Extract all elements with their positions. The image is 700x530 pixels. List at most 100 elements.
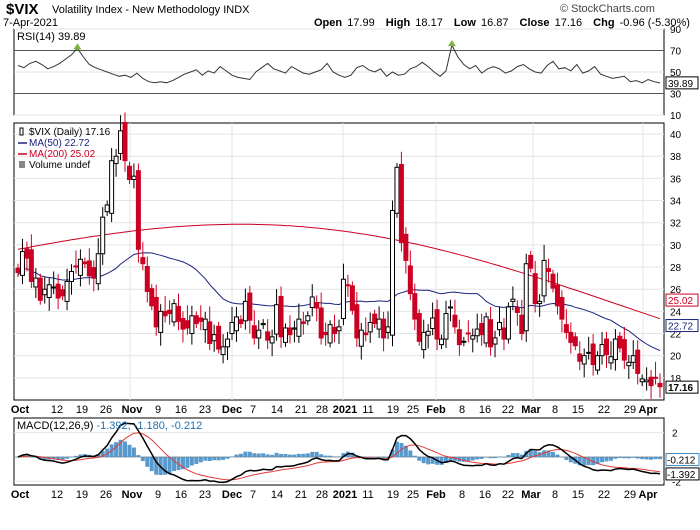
macd-axis-ticks: 20-2-0.212-1.392 [665, 429, 700, 488]
date-label: 8 [459, 489, 465, 501]
symbol-title: $VIX [6, 1, 39, 18]
candle-body [626, 361, 632, 367]
macd-hist-bar [448, 456, 453, 461]
candle-body [376, 318, 382, 330]
candle-body [198, 317, 204, 322]
candle-body [109, 160, 115, 214]
macd-hist-bar [189, 456, 194, 466]
macd-hist-bar [65, 456, 70, 459]
date-label: 26 [100, 489, 112, 501]
candle-body [28, 249, 34, 282]
macd-hist-bar [256, 453, 261, 457]
macd-hist-bar [515, 453, 520, 457]
macd-hist-bar [444, 456, 448, 463]
macd-hist-bar [622, 456, 627, 459]
date-label: 26 [100, 404, 112, 416]
date-label: 9 [155, 489, 161, 501]
macd-hist-bar [167, 456, 172, 474]
rsi-current-value: 39.89 [668, 79, 693, 90]
candle-body [563, 324, 569, 333]
legend-volume-icon [19, 161, 25, 168]
stockcharts-logo[interactable]: © StockCharts.com [560, 3, 655, 15]
date-label: 25 [407, 489, 419, 501]
candle-body [314, 301, 320, 309]
date-label: 7 [250, 404, 256, 416]
date-label: 19 [76, 404, 88, 416]
macd-current-value: -1.392 [667, 470, 696, 481]
candle-body [91, 267, 97, 279]
candle-body [24, 248, 30, 259]
candle-body [256, 329, 262, 339]
macd-hist-bar [252, 453, 257, 457]
macd-hist-bar [617, 456, 622, 458]
date-label: 16 [175, 404, 187, 416]
macd-hist-bar [185, 456, 190, 468]
legend-entry: MA(50) 22.72 [29, 138, 90, 149]
macd-hist-bar [225, 456, 230, 459]
candle-body [100, 216, 106, 255]
date-label: 11 [362, 489, 373, 501]
macd-hist-bar [310, 451, 315, 457]
macd-hist-bar [243, 451, 248, 457]
price-tick-label: 36 [670, 174, 682, 185]
date-label: 23 [199, 404, 211, 416]
candle-body [300, 321, 306, 325]
candle-body [345, 284, 351, 287]
date-label: 22 [598, 404, 610, 416]
candle-body [621, 339, 627, 361]
macd-hist-bar [390, 449, 395, 457]
candle-body [19, 251, 25, 276]
macd-hist-bar [114, 442, 119, 457]
candle-body [381, 318, 387, 339]
rsi-tick-label: 70 [670, 47, 682, 58]
date-label: 15 [572, 489, 584, 501]
open-value: 17.99 [347, 17, 375, 29]
candle-body [523, 263, 529, 332]
candle-body [653, 376, 659, 379]
price-panel: 40383634323028262422201825.0222.7217.16 … [11, 112, 699, 416]
candle-body [15, 267, 21, 274]
macd-hist-bar [488, 456, 493, 459]
candle-body [608, 356, 614, 364]
date-label: Dec [222, 404, 242, 416]
date-label: 14 [271, 489, 283, 501]
candle-body [153, 297, 159, 328]
date-label: 12 [51, 404, 63, 416]
candle-body [323, 331, 329, 336]
macd-hist-bar [323, 455, 328, 457]
candle-body [171, 303, 177, 323]
candle-body [416, 313, 422, 342]
date-label: 25 [407, 404, 419, 416]
date-label: Nov [122, 404, 144, 416]
rsi-tick-label: 50 [670, 68, 682, 79]
macd-hist-bar [221, 456, 226, 460]
candle-body [421, 331, 427, 351]
candle-body [581, 355, 587, 365]
candle-body [604, 338, 609, 356]
macd-hist-bar [426, 456, 431, 465]
macd-hist-bar [73, 455, 78, 457]
ma50-line [17, 252, 661, 352]
candle-body [456, 329, 462, 346]
rsi-current-box [665, 76, 699, 90]
candle-body [519, 314, 525, 335]
date-label: Nov [122, 489, 144, 501]
change-label: Chg [593, 17, 615, 29]
date-label: 19 [387, 489, 399, 501]
low-value: 16.87 [480, 17, 509, 29]
price-tick-label: 24 [670, 307, 682, 318]
candle-body [541, 259, 547, 297]
candle-body [452, 314, 458, 328]
candle-body [443, 313, 449, 340]
rsi-grid [14, 28, 664, 116]
candle-body [55, 283, 61, 299]
candle-body [211, 334, 217, 342]
high-label: High [385, 17, 411, 29]
candle-body [216, 325, 222, 350]
macd-hist-current-value: -0.212 [667, 456, 696, 467]
macd-panel: 20-2-0.212-1.392 MACD(12,26,9)-1.392, -1… [11, 417, 700, 501]
candle-body [113, 155, 119, 164]
candle-body [126, 165, 132, 181]
candle-body [42, 288, 48, 296]
candle-body [372, 313, 378, 325]
